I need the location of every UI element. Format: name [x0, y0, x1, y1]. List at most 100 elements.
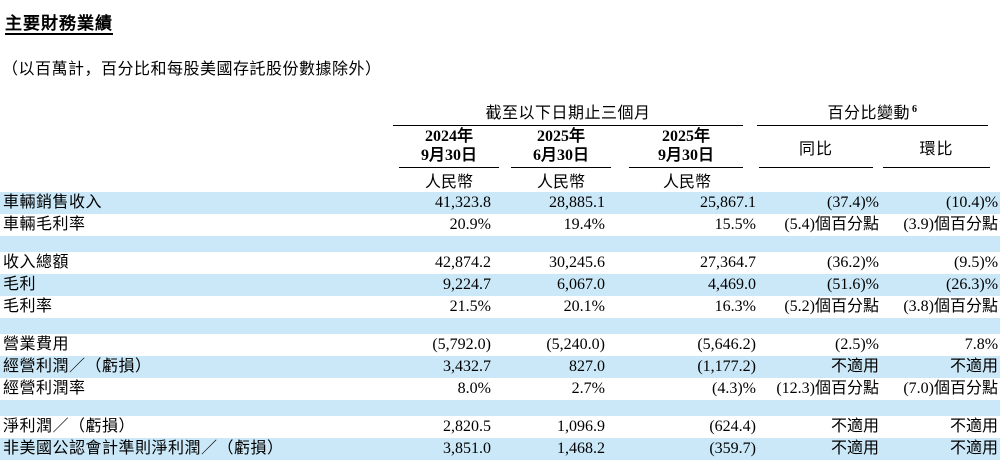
table-row: 毛利 9,224.7 6,067.0 4,469.0 (51.6)% (26.3)% [0, 274, 1000, 296]
cell-value: 28,885.1 [549, 194, 605, 211]
cell-value: (26.3)% [946, 276, 999, 293]
cell-value: 不適用 [950, 418, 999, 435]
col-year: 2025年 [536, 128, 585, 145]
col-year: 2024年 [424, 128, 473, 145]
empty-header-cell [0, 126, 393, 168]
empty-header-cell [881, 168, 1000, 192]
cell-value: 1,096.9 [557, 418, 605, 435]
table-row: 車輛毛利率 20.9% 19.4% 15.5% (5.4)個百分點 (3.9)個百分點 [0, 214, 1000, 236]
cell-value: 15.5% [714, 216, 756, 233]
spacer-cell [0, 318, 1000, 334]
cell-value: 不適用 [830, 418, 879, 435]
table-row: 營業費用 (5,792.0) (5,240.0) (5,646.2) (2.5)% 7.8… [0, 334, 1000, 356]
financial-results-table: 截至以下日期止三個月 百分比變動 6 2024年 9月30日 [0, 99, 1000, 460]
cell-value: 20.9% [449, 216, 491, 233]
row-label: 車輛銷售收入 [3, 194, 103, 211]
table-header: 截至以下日期止三個月 百分比變動 6 2024年 9月30日 [0, 99, 1000, 192]
table-row: 非美國公認會計準則淨利潤／（虧損） 3,851.0 1,468.2 (359.7) 不適… [0, 438, 1000, 460]
col-date: 9月30日 [420, 147, 477, 164]
cell-value: 不適用 [830, 440, 879, 457]
empty-header-cell [757, 168, 881, 192]
cell-value: 25,867.1 [700, 194, 756, 211]
cell-value: 不適用 [950, 440, 999, 457]
spacer-row [0, 236, 1000, 252]
currency-label: 人民幣 [536, 174, 585, 191]
col-header-qoq: 環比 [881, 126, 1000, 168]
cell-value: 27,364.7 [700, 254, 756, 271]
table-row: 淨利潤／（虧損） 2,820.5 1,096.9 (624.4) 不適用 不適用 [0, 416, 1000, 438]
spacer-row [0, 400, 1000, 416]
col-header-yoy: 同比 [757, 126, 881, 168]
cell-value: 3,432.7 [443, 358, 491, 375]
units-note: （以百萬計，百分比和每股美國存託股份數據除外） [2, 61, 382, 78]
table-row: 經營利潤率 8.0% 2.7% (4.3)% (12.3)個百分點 (7.0)個百分點 [0, 378, 1000, 400]
cell-value: (5,240.0) [546, 336, 605, 353]
cell-value: (624.4) [709, 418, 756, 435]
col-header-2025-06-30: 2025年 6月30日 [505, 126, 617, 168]
cell-value: 4,469.0 [708, 276, 756, 293]
cell-value: 19.4% [563, 216, 605, 233]
row-label: 毛利 [3, 276, 37, 293]
cell-value: (359.7) [709, 440, 756, 457]
cell-value: 1,468.2 [557, 440, 605, 457]
cell-value: 30,245.6 [549, 254, 605, 271]
cell-value: 6,067.0 [557, 276, 605, 293]
spacer-cell [0, 400, 1000, 416]
row-label: 非美國公認會計準則淨利潤／（虧損） [3, 440, 284, 457]
cell-value: 827.0 [569, 358, 605, 375]
currency-label: 人民幣 [662, 174, 711, 191]
col-header-2025-09-30: 2025年 9月30日 [617, 126, 757, 168]
empty-corner-cell [0, 99, 393, 126]
period-group-cell: 截至以下日期止三個月 [393, 99, 757, 126]
currency-row: 人民幣 人民幣 人民幣 [0, 168, 1000, 192]
col-year: 2025年 [661, 128, 710, 145]
cell-value: 8.0% [457, 380, 491, 397]
spacer-row [0, 318, 1000, 334]
row-label: 經營利潤／（虧損） [3, 358, 152, 375]
pct-change-label: 百分比變動 [827, 105, 911, 122]
footnote-ref: 6 [912, 103, 918, 115]
cell-value: 3,851.0 [443, 440, 491, 457]
cell-value: 2.7% [571, 380, 605, 397]
col-date: 6月30日 [532, 147, 589, 164]
pct-change-group-cell: 百分比變動 6 [757, 99, 1000, 126]
cell-value: (7.0)個百分點 [903, 380, 999, 397]
cell-value: 不適用 [950, 358, 999, 375]
table-row: 車輛銷售收入 41,323.8 28,885.1 25,867.1 (37.4)% (10… [0, 192, 1000, 214]
page-title: 主要財務業績 [5, 14, 113, 33]
yoy-label: 同比 [798, 140, 833, 158]
cell-value: (10.4)% [946, 194, 999, 211]
pct-change-group-header: 百分比變動 6 [757, 99, 989, 126]
table-row: 毛利率 21.5% 20.1% 16.3% (5.2)個百分點 (3.8)個百分點 [0, 296, 1000, 318]
cell-value: (12.3)個百分點 [776, 380, 879, 397]
row-label: 經營利潤率 [3, 380, 86, 397]
cell-value: 2,820.5 [443, 418, 491, 435]
row-label: 車輛毛利率 [3, 216, 86, 233]
currency-label: 人民幣 [424, 174, 473, 191]
row-label: 毛利率 [3, 298, 53, 315]
cell-value: 41,323.8 [435, 194, 491, 211]
cell-value: (5,646.2) [697, 336, 756, 353]
cell-value: (9.5)% [954, 254, 999, 271]
table-row: 收入總額 42,874.2 30,245.6 27,364.7 (36.2)% (9.5)… [0, 252, 1000, 274]
group-header-row: 截至以下日期止三個月 百分比變動 6 [0, 99, 1000, 126]
cell-value: (1,177.2) [697, 358, 756, 375]
row-label: 淨利潤／（虧損） [3, 418, 136, 435]
row-label: 營業費用 [3, 336, 70, 353]
col-header-2024-09-30: 2024年 9月30日 [393, 126, 505, 168]
qoq-label: 環比 [919, 140, 954, 158]
row-label: 收入總額 [3, 254, 70, 271]
cell-value: 16.3% [714, 298, 756, 315]
cell-value: (51.6)% [827, 276, 879, 293]
cell-value: 不適用 [830, 358, 879, 375]
cell-value: (4.3)% [712, 380, 756, 397]
cell-value: (5.2)個百分點 [784, 298, 879, 315]
cell-value: (36.2)% [827, 254, 879, 271]
cell-value: (2.5)% [835, 336, 879, 353]
cell-value: 42,874.2 [435, 254, 491, 271]
col-date: 9月30日 [657, 147, 714, 164]
cell-value: (3.8)個百分點 [903, 298, 999, 315]
empty-header-cell [0, 168, 393, 192]
date-header-row: 2024年 9月30日 2025年 6月30日 2025年 9月30日 [0, 126, 1000, 168]
